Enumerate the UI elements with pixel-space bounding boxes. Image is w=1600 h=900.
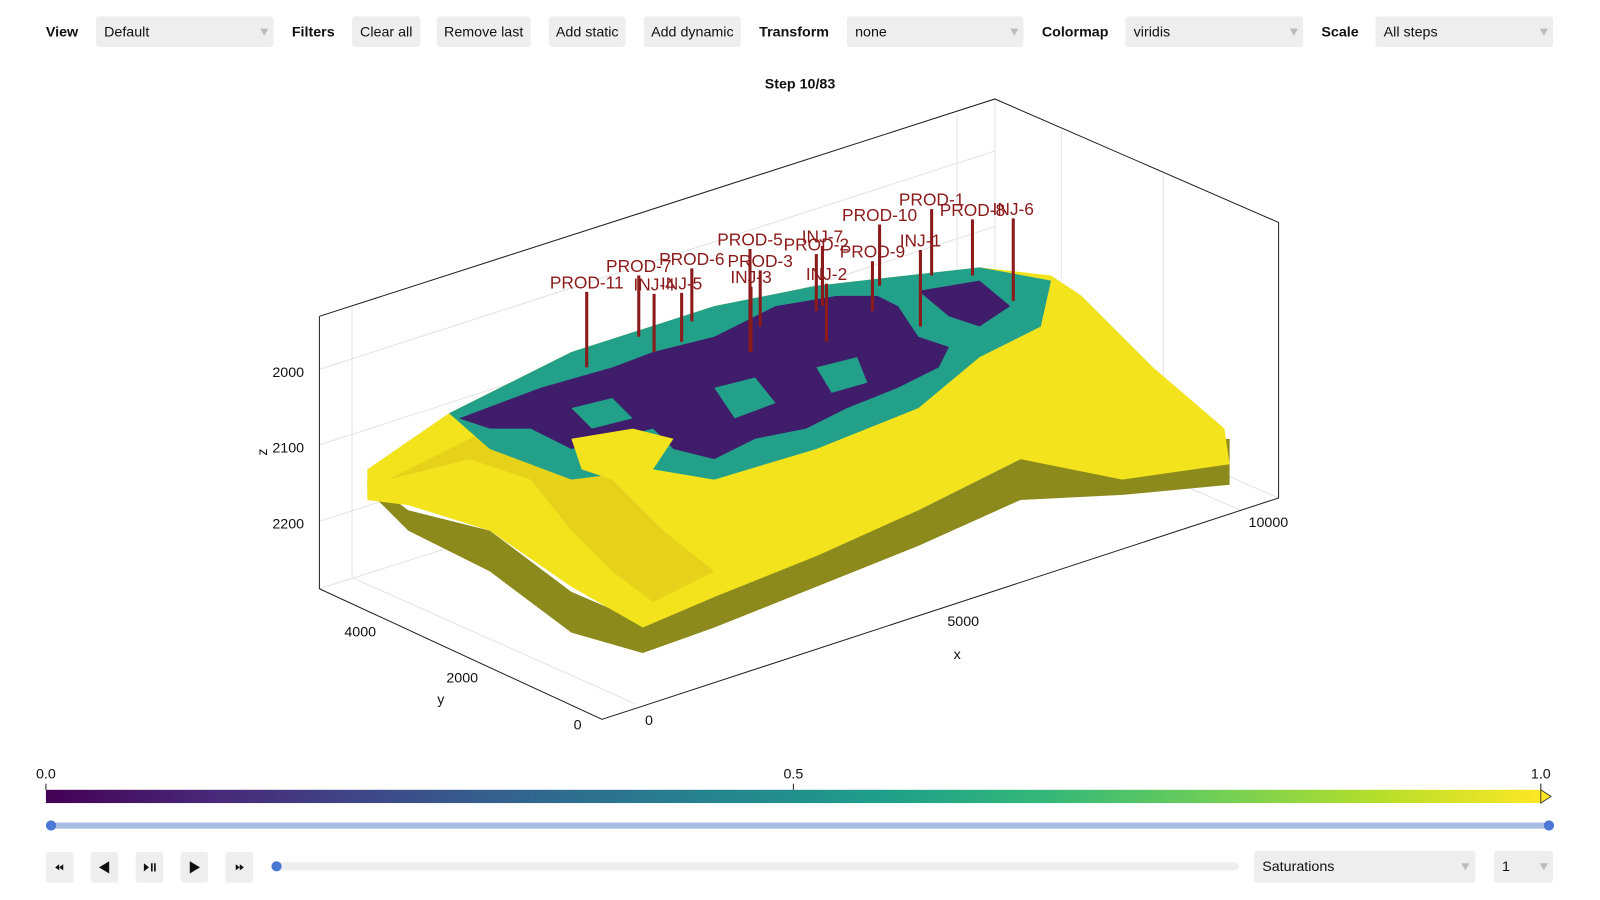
z-tick-label: 2200 <box>272 516 304 532</box>
fast-forward-button[interactable] <box>225 852 254 883</box>
y-tick-label: 4000 <box>344 624 376 640</box>
step-back-button[interactable] <box>90 852 119 883</box>
well-label: PROD-6 <box>659 249 724 269</box>
well-label: INJ-3 <box>730 267 771 287</box>
y-tick-label: 0 <box>574 717 582 733</box>
colorbar-extend <box>1540 789 1552 804</box>
colorbar-tick-label: 0.5 <box>783 766 803 782</box>
view-dropdown[interactable]: Default <box>95 16 274 47</box>
scale-dropdown[interactable]: All steps <box>1375 16 1554 47</box>
button-label: Add dynamic <box>651 24 733 40</box>
play-button[interactable] <box>180 852 209 883</box>
play-pause-button[interactable] <box>135 852 164 883</box>
x-axis-label: x <box>954 647 961 663</box>
view-label: View <box>46 24 79 40</box>
well-label: PROD-8 <box>940 200 1005 220</box>
well-label: PROD-10 <box>842 205 917 225</box>
colorbar-tick-label: 0.0 <box>36 766 56 782</box>
step-slider[interactable] <box>271 861 1239 872</box>
rewind-button[interactable] <box>45 852 74 883</box>
x-tick-label: 0 <box>645 713 653 729</box>
y-tick-label: 2000 <box>446 670 478 686</box>
colormap-value: viridis <box>1134 24 1170 40</box>
view-value: Default <box>104 24 149 40</box>
colormap-label: Colormap <box>1042 24 1109 40</box>
colorbar-gradient <box>45 789 1541 804</box>
filters-label: Filters <box>292 24 335 40</box>
z-tick-label: 2000 <box>272 365 304 381</box>
colorbar: 0.0 0.5 1.0 <box>36 766 1552 804</box>
well-label: INJ-5 <box>661 273 702 293</box>
toolbar-button[interactable]: Remove last <box>436 16 531 47</box>
playback: Saturations 1 <box>45 851 1554 883</box>
y-axis-label: y <box>437 692 445 708</box>
well-label: PROD-9 <box>840 242 905 262</box>
well-label: PROD-1 <box>899 190 964 210</box>
well-label: INJ-4 <box>633 274 675 294</box>
z-tick-label: 2100 <box>272 441 304 457</box>
layer-dropdown[interactable]: 1 <box>1493 851 1554 883</box>
button-bg <box>352 16 421 47</box>
well-label: PROD-3 <box>727 251 792 271</box>
x-tick-label: 10000 <box>1249 515 1289 531</box>
transform-dropdown[interactable]: none <box>846 16 1024 47</box>
well-label: PROD-5 <box>717 229 782 249</box>
layer-value: 1 <box>1502 859 1510 875</box>
well-label: INJ-1 <box>900 230 941 250</box>
scale-value: All steps <box>1384 24 1438 40</box>
plot-title: Step 10/83 <box>765 76 836 92</box>
well-label: PROD-11 <box>550 272 624 292</box>
transform-value: none <box>855 24 887 40</box>
x-tick-label: 5000 <box>947 614 979 630</box>
well-label: INJ-6 <box>993 199 1034 219</box>
well-label: PROD-7 <box>606 256 671 276</box>
colorbar-tick-label: 1.0 <box>1531 766 1551 782</box>
button-label: Add static <box>556 24 619 40</box>
well-label: INJ-7 <box>802 226 843 246</box>
reservoir <box>367 267 1230 654</box>
z-axis-label: z <box>255 448 271 455</box>
button-label: Remove last <box>444 24 523 40</box>
scale-label: Scale <box>1321 24 1358 40</box>
button-bg <box>548 16 626 47</box>
variable-dropdown[interactable]: Saturations <box>1254 851 1476 883</box>
toolbar-button[interactable]: Add dynamic <box>643 16 741 47</box>
well-label: PROD-2 <box>784 234 849 254</box>
variable-value: Saturations <box>1262 859 1334 875</box>
well-label: INJ-2 <box>806 264 847 284</box>
toolbar-button[interactable]: Clear all <box>352 16 421 47</box>
button-label: Clear all <box>360 24 412 40</box>
colormap-dropdown[interactable]: viridis <box>1125 16 1304 47</box>
toolbar: View Default Filters Clear all Remove las… <box>46 16 1554 47</box>
toolbar-button[interactable]: Add static <box>548 16 626 47</box>
transform-label: Transform <box>759 24 829 40</box>
button-bg <box>436 16 531 47</box>
button-bg <box>643 16 741 47</box>
range-slider[interactable] <box>45 820 1555 831</box>
